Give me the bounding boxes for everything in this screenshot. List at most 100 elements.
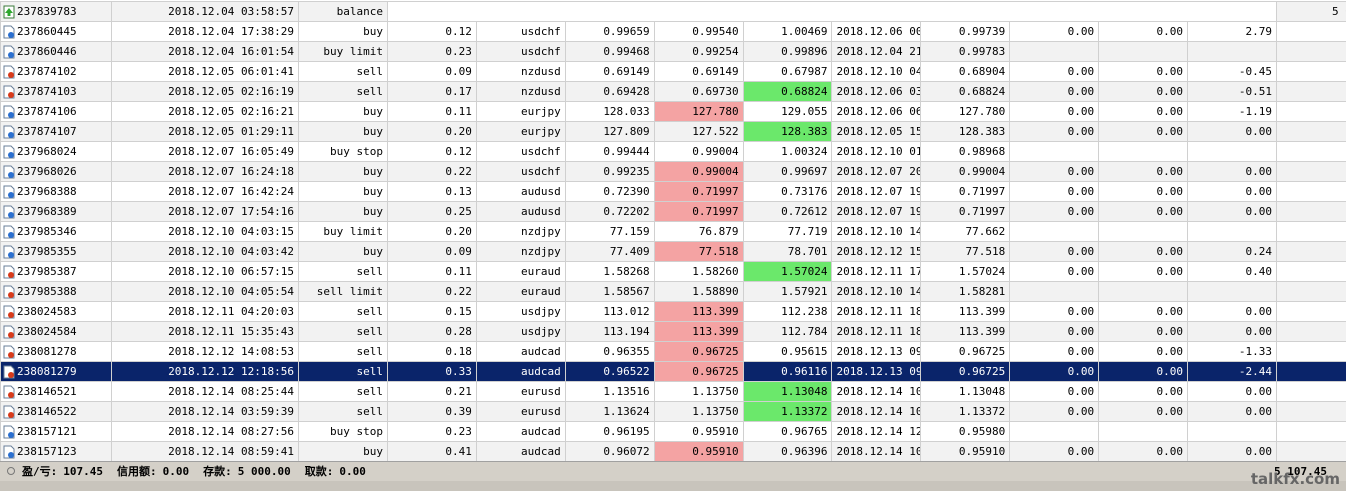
type-cell: sell limit [298,281,388,302]
symbol-cell: nzdusd [475,81,566,102]
tp-cell: 1.00324 [742,141,833,162]
trade-row[interactable]: 237874103 2018.12.05 02:16:19 sell 0.17 nzdu… [0,81,1346,102]
taxes-cell: 0.00 [1098,201,1189,222]
size-cell: 0.20 [387,121,477,142]
ticket-cell: 237874102 [0,61,112,82]
row-icon [3,165,15,178]
size-cell: 0.22 [387,281,477,302]
taxes-cell: 0.00 [1098,101,1189,122]
trade-row[interactable]: 237874102 2018.12.05 06:01:41 sell 0.09 nzdu… [0,61,1346,82]
trade-row[interactable]: 237860446 2018.12.04 16:01:54 buy limit 0.2… [0,41,1346,62]
open-time-cell: 2018.12.04 16:01:54 [111,41,299,62]
trade-row[interactable]: 237860445 2018.12.04 17:38:29 buy 0.12 usdch… [0,21,1346,42]
symbol-cell: usdchf [475,21,566,42]
open-time-cell: 2018.12.11 15:35:43 [111,321,299,342]
tp-cell: 1.13372 [742,401,833,422]
type-cell: buy stop [298,421,388,442]
swap-cell: 0.00 [1187,121,1277,142]
trade-row[interactable]: 238024584 2018.12.11 15:35:43 sell 0.28 usdj… [0,321,1346,342]
trade-row[interactable]: 237968388 2018.12.07 16:42:24 buy 0.13 audus… [0,181,1346,202]
trade-row[interactable]: 238157121 2018.12.14 08:27:56 buy stop 0.23… [0,421,1346,442]
row-icon [3,345,15,358]
open-time-cell: 2018.12.11 04:20:03 [111,301,299,322]
price-cell: 77.159 [564,221,655,242]
price-cell: 0.99659 [564,21,655,42]
row-icon [3,45,15,58]
swap-cell: 0.00 [1187,181,1277,202]
close-price-cell: 0.99783 [920,41,1011,62]
row-icon [3,125,15,138]
size-cell: 0.09 [387,61,477,82]
trade-row[interactable]: 237968389 2018.12.07 17:54:16 buy 0.25 audus… [0,201,1346,222]
trade-row[interactable]: 238081278 2018.12.12 14:08:53 sell 0.18 audc… [0,341,1346,362]
ticket-cell: 237968024 [0,141,112,162]
taxes-cell: 0.00 [1098,81,1189,102]
size-cell: 0.13 [387,181,477,202]
row-icon [3,285,15,298]
commission-cell: 0.00 [1009,121,1100,142]
trade-row[interactable]: 238146521 2018.12.14 08:25:44 sell 0.21 euru… [0,381,1346,402]
summary-value: 107.45 [63,465,103,478]
row-icon [3,305,15,318]
swap-cell: 0.00 [1187,401,1277,422]
close-time-cell: 2018.12.10 14:30:22 [831,221,922,242]
trade-row[interactable]: 237874107 2018.12.05 01:29:11 buy 0.20 eurjp… [0,121,1346,142]
footer: 盈/亏: 107.45 信用额: 0.00 存款: 5 000.00 取款: 0.00 5 1… [0,461,1346,481]
price-cell: 0.69428 [564,81,655,102]
price-cell: 113.012 [564,301,655,322]
trade-row[interactable]: 237985346 2018.12.10 04:03:15 buy limit 0.2… [0,221,1346,242]
size-cell: 0.11 [387,261,477,282]
trade-row[interactable]: 238157123 2018.12.14 08:59:41 buy 0.41 audca… [0,441,1346,462]
size-cell: 0.28 [387,321,477,342]
empty-cell [387,1,1277,22]
profit-cell: -51.33 [1276,161,1346,182]
commission-cell: 0.00 [1009,301,1100,322]
profit-cell: -49.88 [1276,341,1346,362]
close-price-cell: 0.95980 [920,421,1011,442]
tp-cell: 1.13048 [742,381,833,402]
type-cell: buy [298,241,388,262]
ticket-cell: 237874107 [0,121,112,142]
trade-row[interactable]: 237874106 2018.12.05 02:16:21 buy 0.11 eurjp… [0,101,1346,122]
commission-cell: 0.00 [1009,261,1100,282]
trade-row[interactable]: 238024583 2018.12.11 04:20:03 sell 0.15 usdj… [0,301,1346,322]
profit-cell: 98.28 [1276,381,1346,402]
close-price-cell: 0.96725 [920,341,1011,362]
size-cell: 0.23 [387,41,477,62]
size-cell: 0.41 [387,441,477,462]
trade-row[interactable]: 238146522 2018.12.14 03:59:39 sell 0.39 euru… [0,401,1346,422]
trade-row[interactable]: 238081279 2018.12.12 12:18:56 sell 0.33 audc… [0,361,1346,382]
price-cell: 127.809 [564,121,655,142]
trade-row[interactable]: 237985355 2018.12.10 04:03:42 buy 0.09 nzdjp… [0,241,1346,262]
tp-cell: 0.95615 [742,341,833,362]
size-cell: 0.22 [387,161,477,182]
trade-row[interactable]: 237968026 2018.12.07 16:24:18 buy 0.22 usdch… [0,161,1346,182]
commission-cell [1009,41,1100,62]
close-time-cell: 2018.12.12 15:20:06 [831,241,922,262]
close-price-cell: 128.383 [920,121,1011,142]
close-time-cell: 2018.12.06 06:33:16 [831,101,922,122]
close-price-cell: 0.71997 [920,201,1011,222]
close-price-cell: 77.518 [920,241,1011,262]
trade-row[interactable]: 237968024 2018.12.07 16:05:49 buy stop 0.12… [0,141,1346,162]
tp-cell: 1.57024 [742,261,833,282]
open-time-cell: 2018.12.12 12:18:56 [111,361,299,382]
trade-row[interactable]: 237985388 2018.12.10 04:05:54 sell limit 0.… [0,281,1346,302]
size-cell: 0.20 [387,221,477,242]
summary-item: 信用额: 0.00 [117,465,189,478]
commission-cell: 0.00 [1009,341,1100,362]
row-icon [3,225,15,238]
price-cell: 0.72202 [564,201,655,222]
profit-cell: 22.05 [1276,61,1346,82]
close-time-cell: 2018.12.13 09:53:49 [831,341,922,362]
type-cell: buy [298,101,388,122]
row-icon [3,425,15,438]
taxes-cell: 0.00 [1098,361,1189,382]
type-cell: buy [298,161,388,182]
symbol-cell: audusd [475,201,566,222]
trade-row[interactable]: 237985387 2018.12.10 06:57:15 sell 0.11 eura… [0,261,1346,282]
symbol-cell: euraud [475,281,566,302]
close-time-cell: 2018.12.06 03:01:08 [831,81,922,102]
status-icon [7,467,15,475]
